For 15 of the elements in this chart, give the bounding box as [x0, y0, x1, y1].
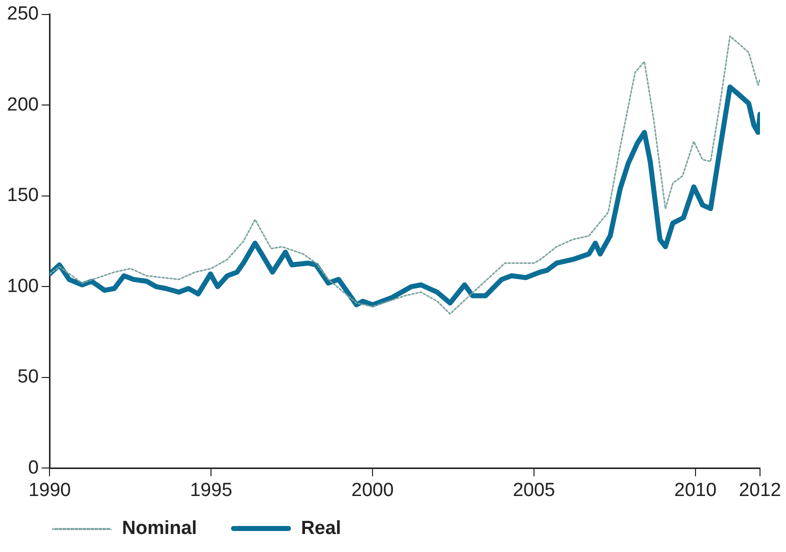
x-tick-label: 1995 — [190, 480, 232, 501]
legend-label: Real — [300, 518, 342, 540]
x-tick-label: 2005 — [512, 480, 556, 501]
y-tick-label: 200 — [7, 94, 39, 116]
x-tick-label: 2012 — [738, 480, 782, 501]
x-tick-label: 1990 — [28, 480, 71, 501]
y-tick-label: 0 — [28, 457, 39, 478]
line-series — [50, 35, 760, 315]
legend-label: Nominal — [122, 518, 197, 540]
y-tick-label: 50 — [18, 366, 39, 388]
y-tick-label: 150 — [7, 185, 39, 206]
y-tick-label: 250 — [7, 4, 39, 25]
x-tick-label: 2010 — [674, 480, 717, 501]
x-tick-label: 2000 — [351, 480, 394, 501]
y-tick-label: 100 — [7, 276, 39, 297]
